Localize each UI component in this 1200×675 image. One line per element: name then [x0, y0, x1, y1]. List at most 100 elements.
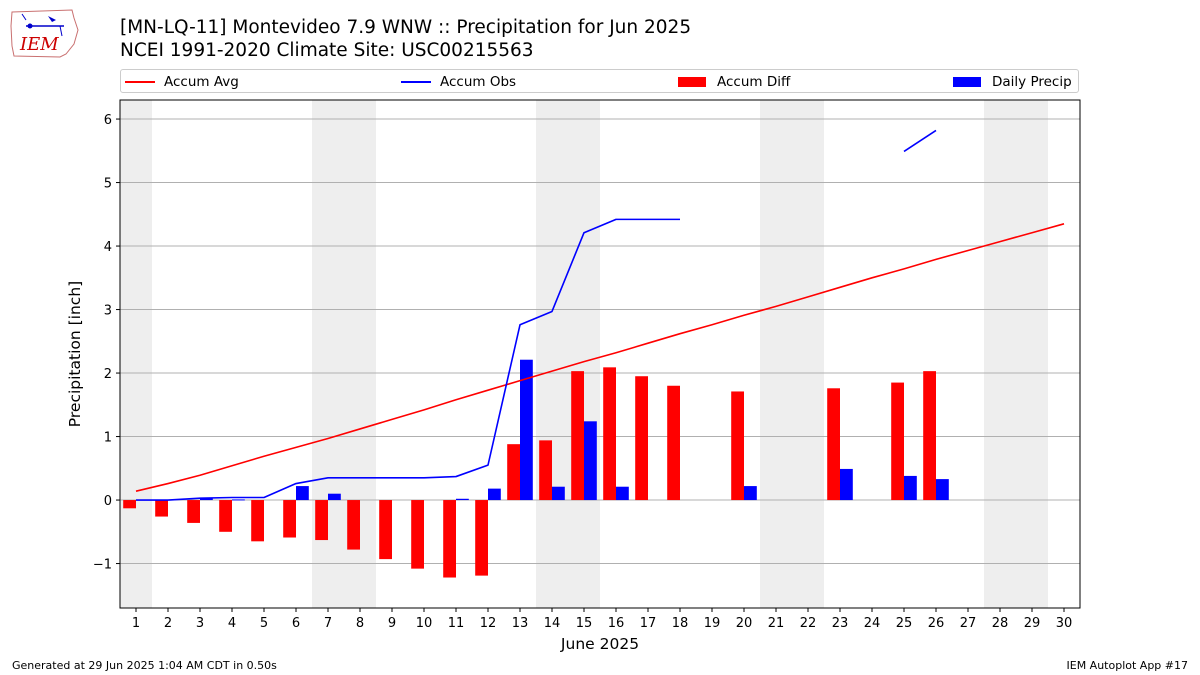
y-tick-label: 2: [104, 367, 112, 382]
weekend-shade: [568, 100, 600, 608]
legend-label-daily-precip: Daily Precip: [992, 74, 1072, 90]
chart-legend: Accum Avg Accum Obs Accum Diff Daily Pre…: [120, 69, 1079, 93]
weekend-shade: [984, 100, 1016, 608]
chart-subtitle: NCEI 1991-2020 Climate Site: USC00215563: [120, 40, 534, 61]
x-tick-label: 6: [292, 616, 300, 631]
x-tick-label: 22: [800, 616, 817, 631]
legend-item-accum-obs: Accum Obs: [401, 73, 516, 91]
accum-diff-bar: [251, 500, 264, 542]
iem-logo: IEM: [10, 9, 79, 58]
x-tick-label: 25: [896, 616, 913, 631]
x-tick-label: 11: [448, 616, 465, 631]
accum-diff-bar: [411, 500, 424, 569]
y-axis-label: Precipitation [inch]: [66, 281, 84, 427]
daily-precip-bar: [488, 488, 501, 501]
x-tick-label: 3: [196, 616, 204, 631]
daily-precip-bar: [904, 475, 917, 501]
accum-diff-bar: [539, 440, 552, 501]
legend-swatch-accum-avg: [125, 81, 155, 83]
x-tick-label: 18: [672, 616, 689, 631]
y-tick-label: 4: [104, 240, 112, 255]
accum-diff-bar: [219, 500, 232, 532]
daily-precip-bar: [328, 493, 341, 501]
daily-precip-bar: [936, 479, 949, 501]
weekend-shade: [760, 100, 792, 608]
x-tick-label: 23: [832, 616, 849, 631]
legend-item-accum-avg: Accum Avg: [125, 73, 239, 91]
x-tick-label: 20: [736, 616, 753, 631]
weekend-shade: [792, 100, 824, 608]
legend-label-accum-diff: Accum Diff: [717, 74, 791, 90]
accum-diff-bar: [187, 500, 200, 523]
x-tick-label: 21: [768, 616, 785, 631]
x-tick-label: 9: [388, 616, 396, 631]
weekend-shade: [1016, 100, 1048, 608]
chart-title: [MN-LQ-11] Montevideo 7.9 WNW :: Precipi…: [120, 17, 692, 38]
x-tick-label: 8: [356, 616, 364, 631]
accum-diff-bar: [603, 367, 616, 501]
accum-diff-bar: [283, 500, 296, 538]
accum-diff-bar: [155, 500, 168, 517]
legend-swatch-accum-obs: [401, 81, 431, 83]
accum-diff-bar: [571, 371, 584, 501]
legend-label-accum-obs: Accum Obs: [440, 74, 517, 90]
x-tick-label: 5: [260, 616, 268, 631]
x-tick-label: 12: [480, 616, 497, 631]
x-tick-label: 15: [576, 616, 593, 631]
accum-diff-bar: [827, 388, 840, 501]
y-tick-label: 0: [104, 494, 112, 509]
accum-diff-bar: [475, 500, 488, 576]
daily-precip-bar: [520, 359, 533, 501]
daily-precip-bar: [232, 499, 245, 501]
y-tick-label: 1: [104, 431, 112, 446]
daily-precip-bar: [744, 486, 757, 501]
x-tick-label: 28: [992, 616, 1009, 631]
app-label: IEM Autoplot App #17: [1066, 659, 1189, 672]
x-tick-label: 26: [928, 616, 945, 631]
accum-diff-bar: [347, 500, 360, 550]
x-tick-label: 16: [608, 616, 625, 631]
legend-item-accum-diff: Accum Diff: [678, 73, 790, 91]
x-axis-label: June 2025: [560, 635, 639, 653]
accum-diff-bar: [123, 500, 136, 509]
y-tick-label: −1: [93, 558, 112, 573]
y-tick-label: 3: [104, 304, 112, 319]
x-tick-label: 13: [512, 616, 529, 631]
accum-diff-bar: [891, 382, 904, 501]
legend-item-daily-precip: Daily Precip: [953, 73, 1072, 91]
accum-diff-bar: [443, 500, 456, 578]
daily-precip-bar: [552, 486, 565, 501]
generated-timestamp: Generated at 29 Jun 2025 1:04 AM CDT in …: [12, 659, 277, 672]
weekend-shade: [120, 100, 152, 608]
x-tick-label: 1: [132, 616, 140, 631]
daily-precip-bar: [840, 468, 853, 501]
accum-avg-line: [135, 223, 1065, 492]
weekend-shade: [536, 100, 568, 608]
svg-text:IEM: IEM: [19, 34, 59, 55]
accum-obs-line: [903, 129, 937, 153]
x-tick-label: 2: [164, 616, 172, 631]
x-tick-label: 17: [640, 616, 657, 631]
x-tick-label: 29: [1024, 616, 1041, 631]
y-tick-label: 5: [104, 177, 112, 192]
x-tick-label: 27: [960, 616, 977, 631]
legend-swatch-accum-diff: [678, 77, 706, 87]
y-tick-label: 6: [104, 113, 112, 128]
x-tick-label: 10: [416, 616, 433, 631]
accum-diff-bar: [635, 376, 648, 501]
accum-obs-line: [136, 218, 680, 501]
accum-diff-bar: [315, 500, 328, 541]
daily-precip-bar: [296, 486, 309, 501]
legend-swatch-daily-precip: [953, 77, 981, 87]
legend-label-accum-avg: Accum Avg: [164, 74, 239, 90]
accum-diff-bar: [923, 371, 936, 501]
daily-precip-bar: [584, 421, 597, 501]
daily-precip-bar: [616, 486, 629, 501]
x-tick-label: 24: [864, 616, 881, 631]
x-tick-label: 4: [228, 616, 236, 631]
daily-precip-bar: [456, 498, 469, 501]
accum-diff-bar: [379, 500, 392, 560]
x-tick-label: 7: [324, 616, 332, 631]
accum-diff-bar: [731, 391, 744, 501]
